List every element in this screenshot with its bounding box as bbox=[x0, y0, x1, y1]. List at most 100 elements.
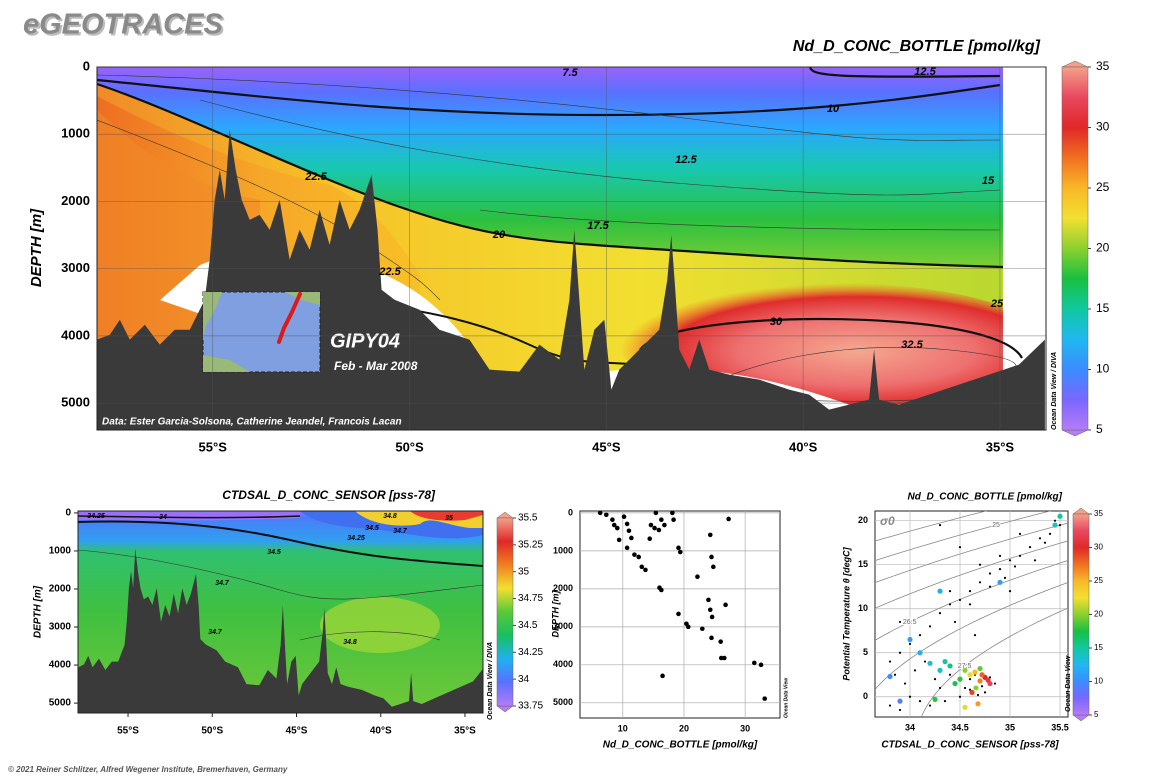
contour-label: 35 bbox=[445, 515, 453, 522]
y-tick-label: 1000 bbox=[61, 126, 90, 141]
ctd-point bbox=[958, 545, 962, 549]
ctd-point bbox=[988, 572, 992, 575]
bottle-point bbox=[973, 685, 979, 691]
bottle-point bbox=[952, 680, 958, 687]
contour-label: 15 bbox=[982, 175, 995, 187]
colorbar-cap bbox=[1061, 429, 1089, 437]
point bbox=[616, 537, 622, 543]
y-tick-label: 3000 bbox=[49, 622, 72, 633]
bottle-point bbox=[917, 650, 923, 656]
colorbar-tick-label: 35.25 bbox=[518, 539, 543, 550]
x-tick-label: 10 bbox=[618, 723, 628, 733]
bottle-point bbox=[972, 669, 978, 675]
bottle-point bbox=[887, 673, 893, 680]
point bbox=[659, 517, 664, 523]
bottle-point bbox=[979, 672, 985, 678]
ctd-point bbox=[938, 523, 942, 527]
ctd-point bbox=[983, 691, 987, 694]
x-tick-label: 55°S bbox=[117, 726, 139, 737]
ctd-point bbox=[893, 673, 897, 676]
x-tick-label: 34 bbox=[905, 722, 915, 732]
contour bbox=[78, 515, 301, 519]
point bbox=[707, 532, 713, 538]
ctd-point bbox=[933, 678, 937, 681]
y-tick-label: 0 bbox=[65, 508, 71, 519]
x-tick-label: 45°S bbox=[286, 726, 308, 737]
x-tick-label: 35°S bbox=[986, 439, 1015, 454]
no-data bbox=[1003, 67, 1046, 360]
bottle-point bbox=[942, 658, 948, 665]
y-tick-label: 0 bbox=[568, 507, 573, 517]
y-axis-title: DEPTH [m] bbox=[33, 585, 44, 638]
y-tick-label: 15 bbox=[858, 559, 868, 569]
colorbar-label: Ocean Data View bbox=[1065, 655, 1072, 712]
point bbox=[709, 635, 714, 641]
ctd-point bbox=[993, 682, 997, 685]
colorbar-tick-label: 15 bbox=[1094, 643, 1103, 652]
point bbox=[695, 574, 700, 580]
point bbox=[643, 567, 648, 573]
logo: eGEOTRACES bbox=[23, 9, 223, 41]
point bbox=[615, 525, 620, 531]
contour-label: 34.5 bbox=[267, 549, 281, 556]
point bbox=[752, 660, 757, 666]
y-tick-label: 5000 bbox=[49, 698, 72, 709]
bottle-point bbox=[937, 667, 943, 673]
ctd-point bbox=[978, 563, 982, 566]
point bbox=[700, 626, 705, 632]
sal-field bbox=[78, 511, 483, 713]
colorbar-tick-label: 15 bbox=[1096, 301, 1110, 315]
ctd-point bbox=[1053, 519, 1057, 522]
bottle-point bbox=[1057, 513, 1063, 519]
field bbox=[78, 511, 300, 521]
colorbar-tick-label: 5 bbox=[1094, 710, 1099, 719]
ctd-point bbox=[913, 669, 917, 672]
ctd-point bbox=[973, 634, 977, 637]
point bbox=[621, 514, 627, 519]
ctd-point bbox=[1043, 541, 1047, 544]
bottle-point bbox=[962, 667, 968, 673]
y-tick-label: 20 bbox=[858, 515, 868, 525]
y-tick-label: 3000 bbox=[553, 621, 573, 631]
contour-label: 10 bbox=[827, 103, 840, 115]
contour-label: 20 bbox=[492, 229, 506, 241]
point bbox=[660, 673, 665, 679]
colorbar-tick-label: 35 bbox=[1096, 59, 1110, 73]
x-tick-label: 20 bbox=[679, 723, 689, 733]
contour-label: 34 bbox=[159, 514, 167, 521]
contour-label: 7.5 bbox=[562, 67, 578, 79]
y-tick-label: 4000 bbox=[553, 659, 573, 669]
ctd-point bbox=[948, 603, 952, 606]
chart-title: Nd_D_CONC_BOTTLE [pmol/kg] bbox=[908, 492, 1063, 503]
colorbar-tick-label: 20 bbox=[1094, 610, 1103, 619]
colorbar-label: Ocean Data View / DIVA bbox=[487, 642, 494, 720]
y-tick-label: 2000 bbox=[553, 583, 573, 593]
ctd-point bbox=[908, 642, 912, 646]
contour bbox=[639, 317, 1023, 359]
x-tick-label: 35°S bbox=[454, 726, 476, 737]
period-label: Feb - Mar 2008 bbox=[334, 359, 418, 373]
bathymetry bbox=[97, 129, 1045, 430]
contour-label: 12.5 bbox=[914, 66, 936, 78]
cruise-label: GIPY04 bbox=[330, 330, 400, 352]
colorbar-tick-label: 25 bbox=[1096, 180, 1110, 194]
ctd-point bbox=[1008, 590, 1012, 593]
ctd-point bbox=[976, 693, 980, 697]
ctd-point bbox=[998, 568, 1002, 571]
isopycnal bbox=[875, 560, 1068, 641]
colorbar-tick-label: 25 bbox=[1094, 576, 1103, 585]
point bbox=[611, 522, 617, 528]
x-tick-label: 40°S bbox=[789, 439, 818, 454]
ctd-point bbox=[898, 708, 902, 712]
point bbox=[678, 549, 683, 555]
colorbar-tick-label: 34 bbox=[518, 674, 530, 685]
point bbox=[707, 607, 713, 613]
ctd-point bbox=[1038, 537, 1042, 540]
y-tick-label: 5000 bbox=[553, 697, 573, 707]
y-tick-label: 1000 bbox=[553, 545, 573, 555]
chart-title: Nd_D_CONC_BOTTLE [pmol/kg] bbox=[793, 38, 1041, 55]
y-axis-title: DEPTH [m] bbox=[550, 589, 560, 637]
isopycnal bbox=[875, 581, 1068, 691]
x-tick-label: 55°S bbox=[199, 439, 228, 454]
ctd-point bbox=[998, 554, 1002, 557]
